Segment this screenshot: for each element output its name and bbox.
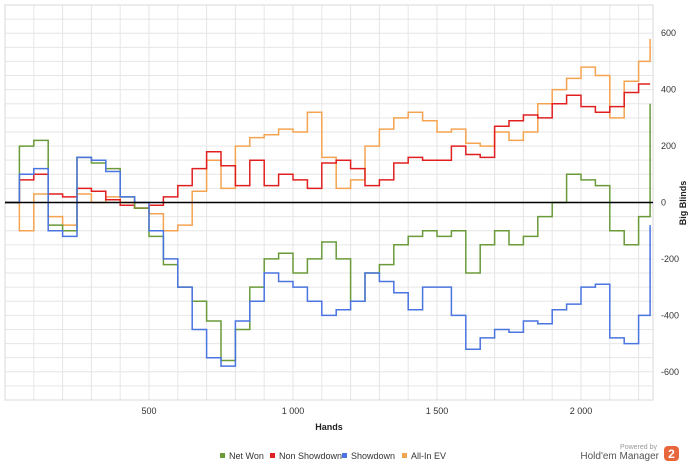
- legend-item: Non Showdown: [270, 451, 342, 461]
- legend-item: Showdown: [342, 451, 395, 461]
- brand-badge-number: 2: [668, 447, 675, 461]
- y-tick-label: 600: [661, 28, 676, 38]
- series-line-showdown: [5, 156, 651, 367]
- tick-labels: -600 -400 -200 0 200 400 600 500 1 000 1 500 2 000: [141, 28, 679, 416]
- legend-swatch: [220, 453, 225, 458]
- y-tick-label: 0: [661, 198, 666, 208]
- legend: Net Won Non Showdown Showdown All-In EV: [220, 451, 446, 461]
- brand-name: Hold'em Manager: [580, 451, 659, 462]
- series-line-net-won: [5, 103, 651, 362]
- x-axis-title: Hands: [315, 422, 343, 432]
- y-tick-label: 400: [661, 85, 676, 95]
- y-axis-title: Big Blinds: [678, 181, 688, 226]
- legend-label: Net Won: [229, 451, 264, 461]
- y-tick-label: -600: [661, 367, 679, 377]
- y-tick-label: 200: [661, 141, 676, 151]
- legend-label: Showdown: [351, 451, 395, 461]
- brand-badge: [664, 446, 679, 461]
- brand: Powered by Hold'em Manager 2: [580, 444, 679, 462]
- legend-swatch: [402, 453, 407, 458]
- legend-swatch: [342, 453, 347, 458]
- x-tick-label: 1 000: [282, 406, 305, 416]
- legend-swatch: [270, 453, 275, 458]
- x-tick-label: 2 000: [570, 406, 593, 416]
- legend-label: All-In EV: [411, 451, 446, 461]
- series-layer: [5, 38, 651, 367]
- series-line-non-showdown: [5, 83, 651, 209]
- x-tick-label: 1 500: [426, 406, 449, 416]
- x-tick-label: 500: [141, 406, 156, 416]
- legend-item: All-In EV: [402, 451, 446, 461]
- y-tick-label: -200: [661, 254, 679, 264]
- legend-item: Net Won: [220, 451, 264, 461]
- powered-by-label: Powered by: [620, 444, 657, 451]
- legend-label: Non Showdown: [279, 451, 342, 461]
- y-tick-label: -400: [661, 310, 679, 320]
- grid: [4, 4, 654, 401]
